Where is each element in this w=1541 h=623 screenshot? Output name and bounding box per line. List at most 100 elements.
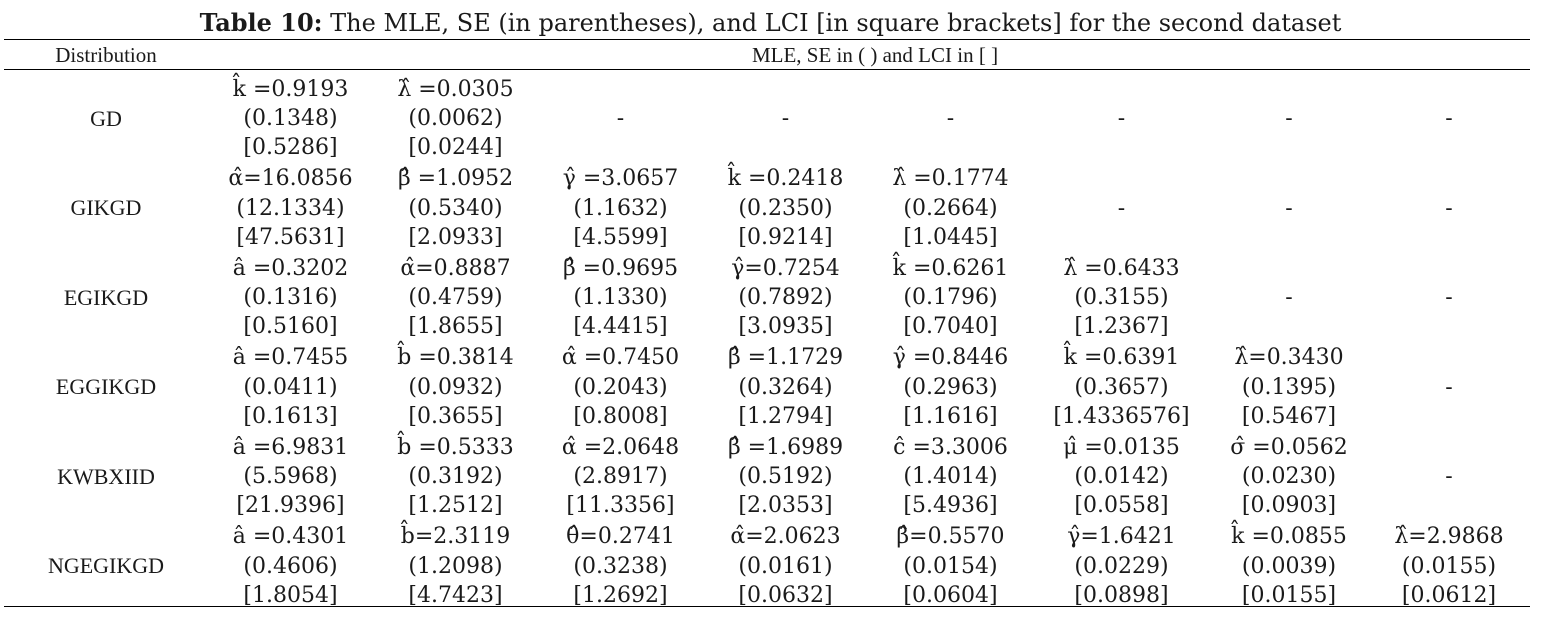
se-value: (0.3238) [573,553,668,579]
se-value: (0.7892) [738,285,833,311]
estimate-cell: σ̂ =0.0562 (0.0230) [0.0903] [1210,432,1368,522]
lci-value: [1.0445] [903,224,998,250]
estimate-cell: b̂=2.3119 (1.2098) [4.7423] [373,522,538,612]
se-value: (0.4606) [243,553,338,579]
empty-cell-dash: - [781,106,790,132]
top-rule [4,39,1530,41]
mle-value: β̂ =0.9695 [562,255,679,281]
lci-value: [0.1613] [243,403,338,429]
mle-value: β̂ =1.6989 [727,434,844,460]
se-value: (1.1632) [573,195,668,221]
mle-value: b̂=2.3119 [400,524,511,550]
mle-value: k̂ =0.6391 [1063,345,1180,371]
lci-value: [0.0155] [1241,582,1337,608]
lci-value: [4.7423] [408,582,503,608]
table-caption: Table 10: The MLE, SE (in parentheses), … [0,6,1541,40]
estimate-cell: β̂=0.5570 (0.0154) [0.0604] [868,522,1033,612]
estimate-cell: λ̂=0.3430 (0.1395) [0.5467] [1210,343,1368,433]
mle-value: σ̂ =0.0562 [1230,434,1348,460]
mle-value: k̂ =0.2418 [727,166,844,192]
se-value: (0.0142) [1074,464,1169,490]
se-value: (0.2664) [903,195,998,221]
estimate-cell: β̂ =1.6989 (0.5192) [2.0353] [703,432,868,522]
empty-cell-dash: - [1117,195,1126,221]
estimate-cell: β̂ =1.0952 (0.5340) [2.0933] [373,164,538,254]
mle-value: β̂=0.5570 [896,524,1005,550]
distribution-name: NGEGIKGD [47,553,165,579]
se-value: (0.0230) [1241,464,1337,490]
lci-value: [2.0353] [738,493,833,519]
lci-value: [1.2794] [738,403,833,429]
lci-value: [0.3655] [408,403,503,429]
estimate-cell: k̂ =0.2418 (0.2350) [0.9214] [703,164,868,254]
se-value: (0.0161) [738,553,833,579]
se-value: (12.1334) [236,195,345,221]
table-row: NGEGIKGD â =0.4301 (0.4606) [1.8054] b̂=2.31… [4,522,1530,612]
mle-value: ĉ =3.3006 [893,434,1008,460]
se-value: (0.1316) [243,285,338,311]
mle-value: λ̂ =0.1774 [892,166,1009,192]
estimate-cell: θ̂=0.2741 (0.3238) [1.2692] [538,522,703,612]
empty-cell-dash: - [1445,285,1453,311]
lci-value: [11.3356] [566,493,675,519]
estimate-cell: â =6.9831 (5.5968) [21.9396] [208,432,373,522]
mle-value: k̂ =0.9193 [232,76,349,102]
mle-value: â =0.4301 [232,524,349,550]
empty-cell-dash: - [946,106,955,132]
mle-value: b̂ =0.3814 [397,345,514,371]
mle-value: b̂ =0.5333 [397,434,514,460]
estimate-cell: γ̂ =0.8446 (0.2963) [1.1616] [868,343,1033,433]
estimate-cell: â =0.3202 (0.1316) [0.5160] [208,253,373,343]
mle-value: λ̂ =0.0305 [397,76,514,102]
lci-value: [0.5467] [1241,403,1337,429]
mle-value: λ̂=2.9868 [1394,524,1504,550]
empty-cell-dash: - [1285,285,1293,311]
lci-value: [0.0244] [408,135,503,161]
se-value: (0.3264) [738,374,833,400]
se-value: (1.1330) [573,285,668,311]
lci-value: [0.8008] [573,403,668,429]
empty-cell-dash: - [1117,106,1126,132]
estimate-cell: α̂=2.0623 (0.0161) [0.0632] [703,522,868,612]
estimate-cell: λ̂ =0.0305 (0.0062) [0.0244] [373,74,538,164]
table-row: GD k̂ =0.9193 (0.1348) [0.5286] λ̂ =0.0305 (0… [4,74,1530,164]
table-row: EGGIKGD â =0.7455 (0.0411) [0.1613] b̂ =0.38… [4,343,1530,433]
distribution-name: EGIKGD [63,284,149,310]
lci-value: [0.7040] [903,314,998,340]
estimate-cell: μ̂ =0.0135 (0.0142) [0.0558] [1033,432,1210,522]
se-value: (1.4014) [903,464,998,490]
lci-value: [0.0903] [1241,493,1337,519]
mle-value: α̂=16.0856 [228,166,353,192]
estimate-cell: β̂ =1.1729 (0.3264) [1.2794] [703,343,868,433]
lci-value: [1.1616] [903,403,998,429]
mle-value: γ̂=0.7254 [731,255,840,281]
lci-value: [1.2692] [573,582,668,608]
lci-value: [0.5286] [243,135,338,161]
table-caption-label: Table 10: [199,8,323,37]
se-value: (0.1395) [1241,374,1337,400]
se-value: (0.1348) [243,106,338,132]
se-value: (0.0411) [243,374,338,400]
lci-value: [0.0612] [1401,582,1497,608]
empty-cell-dash: - [1445,464,1453,490]
se-value: (1.2098) [408,553,503,579]
estimate-cell: k̂ =0.6261 (0.1796) [0.7040] [868,253,1033,343]
lci-value: [5.4936] [903,493,998,519]
lci-value: [0.0604] [903,582,998,608]
estimate-cell: λ̂ =0.6433 (0.3155) [1.2367] [1033,253,1210,343]
se-value: (0.5192) [738,464,833,490]
results-table: GD k̂ =0.9193 (0.1348) [0.5286] λ̂ =0.0305 (0… [4,74,1530,611]
lci-value: [1.2512] [408,493,503,519]
distribution-name: KWBXIID [57,463,155,489]
mle-value: α̂=0.8887 [400,255,511,281]
estimate-cell: â =0.7455 (0.0411) [0.1613] [208,343,373,433]
se-value: (0.0154) [903,553,998,579]
lci-value: [4.5599] [573,224,668,250]
lci-value: [0.0632] [738,582,833,608]
header-distribution: Distribution [55,43,157,67]
se-value: (0.0039) [1241,553,1337,579]
se-value: (5.5968) [243,464,338,490]
se-value: (0.0932) [408,374,503,400]
empty-cell-dash: - [1285,106,1293,132]
mle-value: α̂ =2.0648 [561,434,680,460]
